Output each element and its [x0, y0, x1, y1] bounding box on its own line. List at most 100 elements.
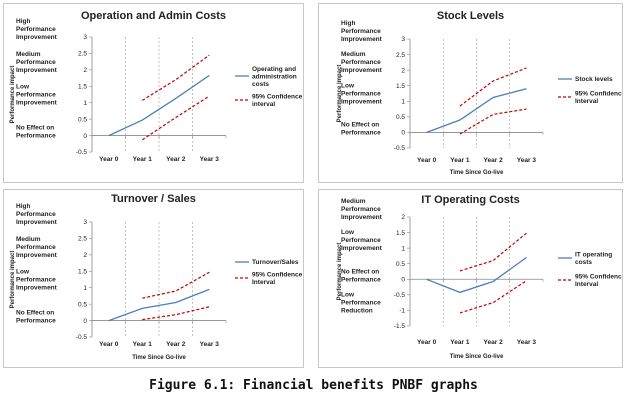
performance-category-line: Improvement — [341, 245, 383, 252]
performance-category-line: Reduction — [341, 307, 373, 314]
x-axis-label: Time Since Go-live — [132, 355, 186, 361]
y-tick-label: 1.5 — [396, 230, 405, 237]
performance-category-line: Performance — [341, 237, 381, 244]
performance-category-line: No Effect on — [341, 268, 379, 275]
y-axis-label: Performance impact — [10, 251, 16, 309]
y-tick-label: 2 — [401, 214, 405, 221]
x-tick-label: Year 1 — [133, 156, 153, 163]
performance-category-line: High — [341, 20, 355, 27]
y-tick-label: 1 — [83, 100, 87, 107]
y-tick-label: 2 — [401, 67, 405, 74]
y-tick-label: 2 — [83, 252, 87, 259]
performance-category-line: Medium — [16, 51, 41, 58]
legend-label: IT operating costs — [575, 252, 612, 267]
series-line — [108, 288, 210, 322]
x-tick-label: Year 0 — [99, 156, 119, 163]
performance-category-line: Low — [16, 84, 30, 91]
performance-category-line: Performance — [341, 28, 381, 35]
y-tick-label: -1 — [399, 308, 405, 315]
x-tick-label: Year 2 — [484, 157, 504, 164]
chart-operation-admin-costs: Operation and Admin Costs -0.5 0 0.5 1 1.5 2 2.… — [10, 10, 303, 163]
legend-label-line: administration — [252, 74, 297, 81]
performance-category-line: Performance — [16, 92, 56, 99]
performance-category-line: Improvement — [341, 98, 383, 105]
legend-label-line: Interval — [252, 279, 275, 286]
performance-category-label: Low Performance Reduction — [341, 291, 381, 314]
y-tick-label: 1.5 — [78, 268, 87, 275]
legend-label: 95% Confidence Interval — [575, 274, 622, 289]
performance-category-line: Medium — [341, 198, 366, 205]
series-line — [108, 74, 210, 137]
performance-category-label: High Performance Improvement — [341, 20, 383, 43]
y-tick-label: 0 — [83, 133, 87, 140]
x-tick-label: Year 1 — [133, 341, 153, 348]
y-tick-label: 3 — [83, 34, 87, 41]
chart-title: Operation and Admin Costs — [81, 10, 226, 22]
x-tick-label: Year 2 — [166, 341, 186, 348]
performance-category-label: No Effect on Performance — [16, 125, 56, 140]
performance-category-line: No Effect on — [16, 125, 54, 132]
performance-category-line: No Effect on — [341, 121, 379, 128]
performance-category-line: Performance — [341, 276, 381, 283]
y-tick-label: 1 — [83, 285, 87, 292]
y-tick-label: 3 — [83, 219, 87, 226]
performance-category-line: Improvement — [16, 67, 58, 74]
performance-category-line: Performance — [16, 59, 56, 66]
performance-category-line: No Effect on — [16, 310, 54, 317]
performance-category-line: Low — [341, 229, 355, 236]
x-tick-label: Year 0 — [417, 339, 437, 346]
x-tick-label: Year 0 — [99, 341, 119, 348]
y-axis-label: Performance impact — [337, 65, 343, 123]
confidence-interval-line — [459, 108, 527, 135]
performance-category-line: Performance — [16, 133, 56, 140]
performance-category-label: Medium Performance Improvement — [16, 51, 58, 74]
legend-label-line: 95% Confidence — [252, 272, 303, 279]
performance-category-line: Performance — [16, 318, 56, 325]
performance-category-line: Low — [341, 82, 355, 89]
y-tick-label: 1 — [401, 245, 405, 252]
confidence-interval-line — [141, 95, 210, 141]
series-line — [426, 256, 527, 294]
confidence-interval-line — [459, 232, 527, 272]
performance-category-line: Improvement — [341, 67, 383, 74]
x-axis-label: Time Since Go-live — [450, 170, 504, 176]
legend-label: 95% Confidence interval — [252, 94, 303, 109]
x-tick-label: Year 1 — [450, 339, 470, 346]
performance-category-label: High Performance Improvement — [16, 203, 58, 226]
performance-category-line: Performance — [341, 129, 381, 136]
performance-category-line: Improvement — [341, 36, 383, 43]
legend-label-line: 95% Confidence — [575, 274, 622, 281]
y-tick-label: 0 — [401, 276, 405, 283]
x-tick-label: Year 2 — [484, 339, 504, 346]
y-tick-label: 0.5 — [78, 116, 87, 123]
performance-category-label: Medium Performance Improvement — [16, 236, 58, 259]
legend-label-line: Operating and — [252, 66, 296, 73]
performance-category-line: Low — [341, 291, 355, 298]
performance-category-label: Low Performance Improvement — [341, 82, 383, 105]
y-tick-label: -0.5 — [394, 145, 406, 152]
chart-panel-it-operating-costs: IT Operating Costs -1.5 -1 -0.5 0 0.5 1 1.5 2 Yea… — [318, 189, 623, 368]
confidence-interval-line — [142, 271, 210, 299]
legend-label-line: interval — [252, 101, 275, 108]
performance-category-label: Low Performance Improvement — [16, 84, 58, 107]
performance-category-line: High — [16, 18, 30, 25]
legend-label-line: Interval — [575, 98, 598, 105]
performance-category-line: Performance — [16, 26, 56, 33]
y-tick-label: 0.5 — [396, 114, 405, 121]
y-tick-label: 0.5 — [396, 261, 405, 268]
y-tick-label: 2.5 — [396, 52, 405, 59]
performance-category-label: No Effect on Performance — [341, 121, 381, 136]
performance-category-line: Medium — [341, 51, 366, 58]
performance-category-line: Improvement — [16, 100, 58, 107]
confidence-interval-line — [142, 306, 210, 321]
performance-category-line: Performance — [341, 90, 381, 97]
y-tick-label: -0.5 — [76, 334, 88, 341]
performance-category-line: Improvement — [16, 285, 58, 292]
performance-category-line: High — [16, 203, 30, 210]
y-axis-label: Performance impact — [10, 66, 16, 124]
x-tick-label: Year 3 — [200, 341, 220, 348]
legend-label: 95% Confidence Interval — [252, 272, 303, 287]
y-tick-label: 0 — [83, 318, 87, 325]
performance-category-label: No Effect on Performance — [341, 268, 381, 283]
chart-title: Stock Levels — [437, 10, 504, 22]
